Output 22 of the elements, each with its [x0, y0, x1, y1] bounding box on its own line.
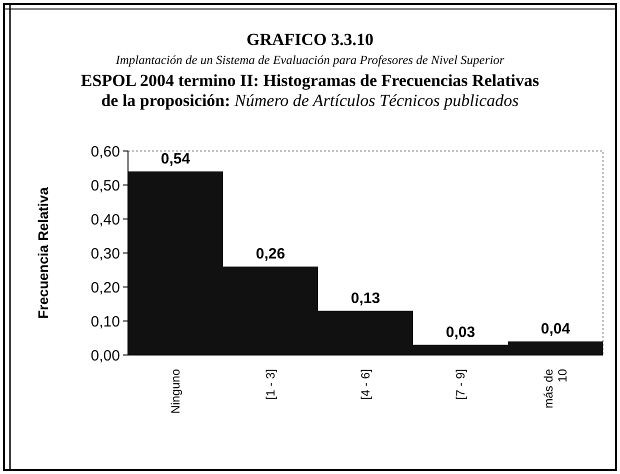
text: de la proposición: Número de Artículos Técnicos publicados: [101, 91, 520, 110]
x-tick-label: [1 - 3]: [264, 369, 278, 400]
x-tick-label: [7 - 9]: [454, 369, 468, 400]
y-tick-label: 0,10: [90, 313, 120, 330]
y-tick-label: 0,40: [90, 211, 120, 228]
x-tick-label: [4 - 6]: [358, 369, 372, 400]
data-label: 0,26: [256, 246, 286, 263]
data-label: 0,13: [350, 290, 380, 307]
chart-title: GRAFICO 3.3.10: [246, 30, 374, 49]
y-tick-label: 0,30: [90, 245, 120, 262]
y-tick-label: 0,60: [90, 143, 120, 160]
data-label: 0,04: [540, 320, 571, 338]
text: ESPOL 2004 termino II: Histogramas de Frecuencias Relativas: [80, 71, 540, 90]
y-tick-label: 0,00: [90, 347, 120, 364]
x-tick-label: Ninguno: [168, 368, 182, 414]
y-tick-label: 0,20: [90, 279, 120, 296]
chart-subtitle: Implantación de un Sistema de Evaluación para Profesores de Nivel Superior: [114, 53, 504, 67]
data-label: 0,03: [446, 324, 476, 341]
x-tick-label: más de 10: [542, 368, 570, 408]
y-tick-label: 0,50: [90, 177, 120, 194]
data-label: 0,54: [160, 150, 191, 168]
y-axis-title: Frecuencia Relativa: [35, 187, 51, 319]
